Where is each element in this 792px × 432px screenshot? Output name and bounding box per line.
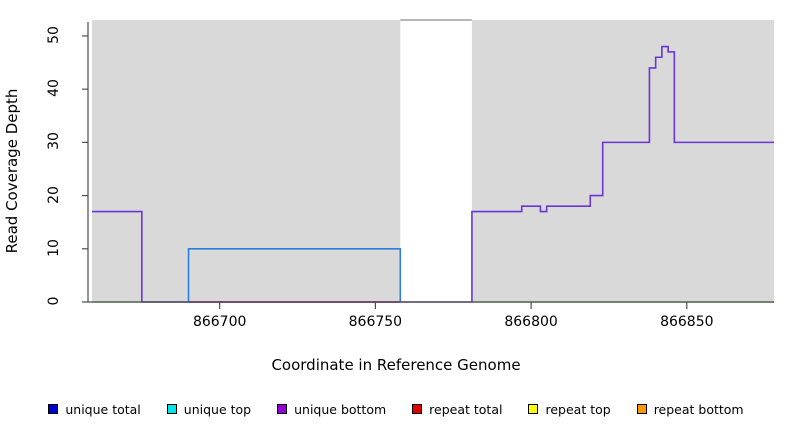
chart-legend: unique total unique top unique bottom repea… [0,398,792,420]
legend-label: repeat top [545,401,611,417]
x-tick-label-866800: 866800 [504,314,558,330]
y-tick-label-20: 20 [46,185,62,204]
legend-item-repeat-bottom[interactable]: repeat bottom [636,401,744,417]
legend-item-unique-top[interactable]: unique top [166,401,252,417]
legend-item-repeat-top[interactable]: repeat top [528,401,611,417]
y-tick-label-30: 30 [46,132,62,151]
y-tick-label-10: 10 [46,238,62,257]
legend-label: repeat bottom [653,401,744,417]
y-tick-label-50: 50 [46,26,62,44]
legend-label: unique total [65,401,141,417]
series-line-unique-bottom [92,45,774,303]
legend-item-repeat-total[interactable]: repeat total [412,402,502,417]
x-axis-title: Coordinate in Reference Genome [271,356,521,374]
x-tick-label-866700: 866700 [192,314,247,330]
legend-label: repeat total [429,401,503,417]
x-tick-label-866850: 866850 [660,314,714,330]
y-tick-label-40: 40 [46,79,62,98]
legend-swatch-unique-bottom-icon [277,404,288,414]
legend-swatch-repeat-bottom-icon [636,404,647,414]
legend-swatch-repeat-top-icon [528,404,539,414]
x-tick-label-866750: 866750 [348,314,403,330]
legend-swatch-repeat-total-icon [412,404,423,414]
legend-item-unique-total[interactable]: unique total [48,401,141,417]
legend-label: unique top [183,401,252,417]
series-line-unique-top-block [187,247,402,302]
legend-item-unique-bottom[interactable]: unique bottom [277,402,386,417]
y-tick-label-0: 0 [46,296,62,306]
legend-label: unique bottom [294,401,387,417]
legend-swatch-unique-total-icon [48,404,59,414]
coverage-gap-band [400,20,472,302]
legend-swatch-unique-top-icon [166,404,177,414]
